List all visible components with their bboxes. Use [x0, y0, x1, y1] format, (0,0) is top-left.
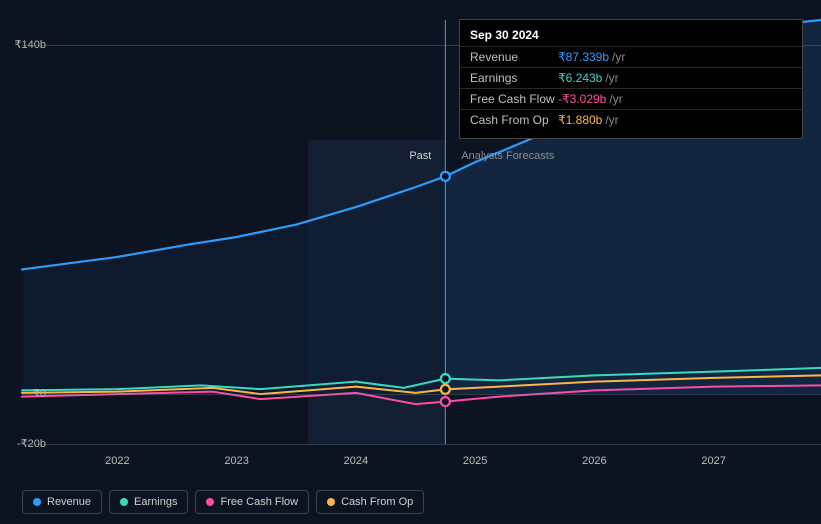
tooltip-series-value: -₹3.029b	[558, 92, 606, 106]
x-tick-label: 2025	[463, 455, 487, 467]
x-tick-label: 2024	[344, 455, 368, 467]
tooltip-series-unit: /yr	[605, 71, 618, 85]
legend-dot-icon	[327, 498, 335, 506]
legend-item[interactable]: Earnings	[109, 490, 188, 514]
tooltip-series-value: ₹1.880b	[558, 113, 602, 127]
x-tick-label: 2023	[224, 455, 248, 467]
legend-item[interactable]: Free Cash Flow	[195, 490, 309, 514]
legend-dot-icon	[33, 498, 41, 506]
tooltip-row: Earnings₹6.243b/yr	[460, 67, 802, 88]
tooltip-date: Sep 30 2024	[460, 28, 802, 46]
tooltip-series-label: Cash From Op	[470, 113, 558, 127]
legend-label: Earnings	[134, 496, 177, 508]
legend-label: Cash From Op	[341, 496, 413, 508]
tooltip-series-unit: /yr	[612, 50, 625, 64]
tooltip-series-value: ₹87.339b	[558, 50, 609, 64]
forecast-label: Analysts Forecasts	[461, 150, 554, 162]
tooltip-series-unit: /yr	[605, 113, 618, 127]
past-label: Past	[409, 150, 431, 162]
legend-label: Free Cash Flow	[220, 496, 298, 508]
tooltip-row: Cash From Op₹1.880b/yr	[460, 109, 802, 130]
tooltip-series-label: Free Cash Flow	[470, 92, 558, 106]
x-tick-label: 2022	[105, 455, 129, 467]
tooltip-series-label: Revenue	[470, 50, 558, 64]
tooltip-series-unit: /yr	[609, 92, 622, 106]
tooltip-row: Free Cash Flow-₹3.029b/yr	[460, 88, 802, 109]
x-axis-labels: 2022 2023 2024 2025 2026 2027	[22, 455, 799, 471]
legend-label: Revenue	[47, 496, 91, 508]
x-tick-label: 2027	[701, 455, 725, 467]
legend-dot-icon	[120, 498, 128, 506]
tooltip-series-value: ₹6.243b	[558, 71, 602, 85]
chart-tooltip: Sep 30 2024 Revenue₹87.339b/yrEarnings₹6…	[459, 19, 803, 139]
legend-item[interactable]: Cash From Op	[316, 490, 424, 514]
tooltip-row: Revenue₹87.339b/yr	[460, 46, 802, 67]
tooltip-series-label: Earnings	[470, 71, 558, 85]
legend-dot-icon	[206, 498, 214, 506]
chart-legend: Revenue Earnings Free Cash Flow Cash From O…	[22, 490, 424, 514]
financials-chart: Past Analysts Forecasts ₹140b₹0-₹20b 202…	[0, 0, 821, 524]
x-tick-label: 2026	[582, 455, 606, 467]
legend-item[interactable]: Revenue	[22, 490, 102, 514]
